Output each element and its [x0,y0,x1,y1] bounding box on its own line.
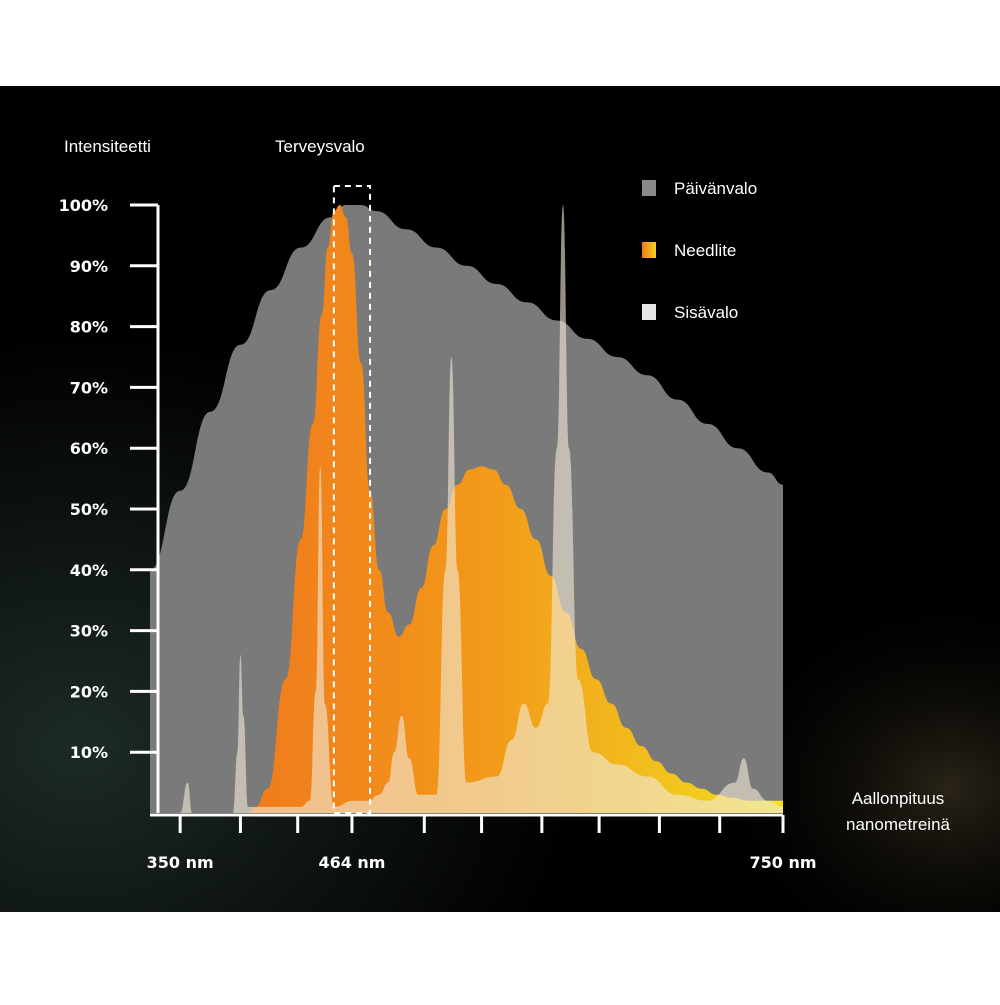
legend-label-0: Päivänvalo [674,179,757,198]
legend-label-2: Sisävalo [674,303,738,322]
y-tick-label-4: 50% [70,500,108,519]
x-tick-label-0: 350 nm [147,853,214,872]
legend-swatch-1 [642,242,656,258]
y-tick-label-9: 100% [59,196,108,215]
y-tick-label-6: 70% [70,378,108,397]
axes: 10% 20% 30% 40% 50% 60% 70% 80% 90% 100% 350 nm 464… [59,196,817,872]
legend-swatch-0 [642,180,656,196]
legend-swatch-2 [642,304,656,320]
x-axis-label-line-1: Aallonpituus [852,789,945,808]
y-tick-label-0: 10% [70,743,108,762]
legend: Päivänvalo Needlite Sisävalo [642,179,757,322]
y-tick-label-3: 40% [70,561,108,580]
y-tick-label-5: 60% [70,439,108,458]
y-axis-label: Intensiteetti [64,137,151,156]
y-tick-label-2: 30% [70,622,108,641]
y-tick-label-1: 20% [70,682,108,701]
highlight-box [332,185,372,814]
x-axis-label-line-2: nanometreinä [846,815,951,834]
series-area-1 [248,205,783,813]
highlight-label: Terveysvalo [275,137,365,156]
y-tick-label-7: 80% [70,318,108,337]
series-areas [150,205,783,813]
y-tick-label-8: 90% [70,257,108,276]
legend-label-1: Needlite [674,241,736,260]
x-tick-label-2: 750 nm [749,853,816,872]
highlight-box-group [332,185,372,814]
x-tick-label-1: 464 nm [318,853,385,872]
